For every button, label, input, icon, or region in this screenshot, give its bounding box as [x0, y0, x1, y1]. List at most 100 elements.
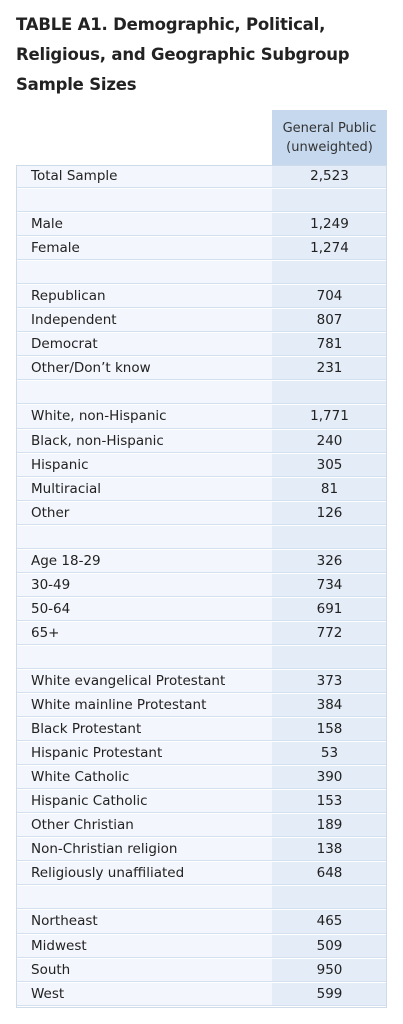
spacer-row: [16, 381, 387, 406]
row-value: 189: [272, 814, 387, 838]
row-value: [272, 261, 387, 285]
row-label: White, non-Hispanic: [16, 405, 272, 429]
row-label: Independent: [16, 309, 272, 333]
row-label: [16, 381, 272, 405]
row-value: [272, 886, 387, 910]
table-row: Independent 807: [16, 309, 387, 334]
table-body: Total Sample 2,523 Male 1,249 Female 1,274 Rep…: [16, 165, 387, 1007]
row-value: 138: [272, 838, 387, 862]
table-row: Hispanic 305: [16, 453, 387, 478]
row-label: Religiously unaffiliated: [16, 862, 272, 886]
table-row: Republican 704: [16, 285, 387, 310]
row-label: [16, 886, 272, 910]
row-value: 772: [272, 621, 387, 645]
row-value: 81: [272, 477, 387, 501]
row-value: 2,523: [272, 165, 387, 189]
table-row: Age 18-29 326: [16, 549, 387, 574]
row-value: 158: [272, 718, 387, 742]
row-value: 240: [272, 429, 387, 453]
row-label: [16, 261, 272, 285]
row-label: Other/Don’t know: [16, 357, 272, 381]
table-row: West 599: [16, 982, 387, 1007]
row-label: Female: [16, 237, 272, 261]
table-row: Democrat 781: [16, 333, 387, 358]
row-label: White evangelical Protestant: [16, 669, 272, 694]
table-row: 50-64 691: [16, 597, 387, 622]
row-value: 509: [272, 934, 387, 958]
column-header-general-public: General Public (unweighted): [272, 110, 387, 165]
row-label: Age 18-29: [16, 549, 272, 573]
row-value: 326: [272, 549, 387, 573]
table-row: South 950: [16, 958, 387, 983]
table-row: Non-Christian religion 138: [16, 838, 387, 863]
table-row: Other Christian 189: [16, 814, 387, 839]
table-row: Multiracial 81: [16, 477, 387, 502]
row-value: 704: [272, 285, 387, 309]
table-row: Other/Don’t know 231: [16, 357, 387, 382]
row-label: Other Christian: [16, 814, 272, 838]
table-row: Black, non-Hispanic 240: [16, 429, 387, 454]
row-value: 465: [272, 910, 387, 934]
row-value: 231: [272, 357, 387, 381]
row-label: 65+: [16, 621, 272, 645]
row-label: Republican: [16, 285, 272, 309]
spacer-row: [16, 261, 387, 286]
row-label: Black, non-Hispanic: [16, 429, 272, 453]
row-label: Non-Christian religion: [16, 838, 272, 862]
row-value: 126: [272, 501, 387, 525]
row-value: 691: [272, 597, 387, 621]
row-value: [272, 645, 387, 669]
row-label: [16, 645, 272, 669]
row-label: Northeast: [16, 910, 272, 934]
table-row: Total Sample 2,523: [16, 165, 387, 190]
row-value: 807: [272, 309, 387, 333]
table-row: Midwest 509: [16, 934, 387, 959]
row-label: 30-49: [16, 573, 272, 597]
row-value: 1,771: [272, 405, 387, 429]
row-label: Democrat: [16, 333, 272, 357]
row-label: Black Protestant: [16, 718, 272, 742]
spacer-row: [16, 189, 387, 214]
row-value: 781: [272, 333, 387, 357]
row-label: [16, 189, 272, 213]
table-row: Male 1,249: [16, 213, 387, 238]
row-label: [16, 525, 272, 549]
header-label-spacer: [16, 110, 272, 165]
table-row: 30-49 734: [16, 573, 387, 598]
row-label: Hispanic Catholic: [16, 790, 272, 814]
table-title: TABLE A1. Demographic, Political, Religi…: [16, 15, 350, 94]
row-value: 53: [272, 742, 387, 766]
table-row: Black Protestant 158: [16, 718, 387, 743]
row-label: South: [16, 958, 272, 982]
table-row: White, non-Hispanic 1,771: [16, 405, 387, 430]
table-row: Northeast 465: [16, 910, 387, 935]
row-label: Male: [16, 213, 272, 237]
row-value: 1,249: [272, 213, 387, 237]
table-header-row: General Public (unweighted): [16, 110, 387, 165]
row-label: Total Sample: [16, 165, 272, 189]
row-value: 390: [272, 766, 387, 790]
table-row: White evangelical Protestant 373: [16, 669, 387, 695]
row-value: 599: [272, 982, 387, 1006]
row-value: [272, 189, 387, 213]
row-value: 648: [272, 862, 387, 886]
row-label: White mainline Protestant: [16, 694, 272, 718]
row-label: 50-64: [16, 597, 272, 621]
row-value: 950: [272, 958, 387, 982]
table-row: Female 1,274: [16, 237, 387, 262]
spacer-row: [16, 886, 387, 911]
table-row: 65+ 772: [16, 621, 387, 646]
row-value: 734: [272, 573, 387, 597]
table-row: White Catholic 390: [16, 766, 387, 791]
table-row: Other 126: [16, 501, 387, 526]
row-value: 373: [272, 669, 387, 694]
row-value: 153: [272, 790, 387, 814]
row-label: Hispanic Protestant: [16, 742, 272, 766]
row-value: [272, 525, 387, 549]
row-label: Midwest: [16, 934, 272, 958]
row-label: Multiracial: [16, 477, 272, 501]
table-row: Religiously unaffiliated 648: [16, 862, 387, 887]
row-label: White Catholic: [16, 766, 272, 790]
row-value: 305: [272, 453, 387, 477]
row-value: 1,274: [272, 237, 387, 261]
